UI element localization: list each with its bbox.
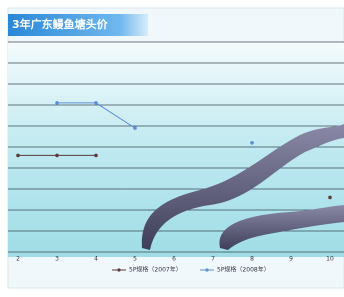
x-tick-label: 5 [133,256,137,263]
chart-title: 3年广东鳗鱼塘头价 [12,17,109,31]
legend-label: 5P规格（2008年） [217,266,270,274]
x-tick-label: 4 [94,256,98,263]
x-tick-label: 10 [326,256,334,263]
data-point [94,154,98,158]
x-tick-label: 2 [16,256,20,263]
data-point [250,141,254,145]
data-point [16,154,20,158]
data-point [328,196,332,200]
x-tick-label: 7 [211,256,215,263]
x-tick-label: 9 [289,256,293,263]
legend-marker [205,268,208,271]
data-point [55,101,59,105]
legend-marker [117,268,120,271]
x-tick-label: 3 [55,256,59,263]
legend-label: 5P规格（2007年） [129,266,182,274]
x-tick-label: 6 [172,256,176,263]
data-point [133,126,137,130]
x-tick-label: 8 [250,256,254,263]
data-point [94,101,98,105]
data-point [55,154,59,158]
chart: 3年广东鳗鱼塘头价 5P规格（2007年） 5P规格（2008年） 2 3 4 5 6 7 8… [0,0,344,297]
